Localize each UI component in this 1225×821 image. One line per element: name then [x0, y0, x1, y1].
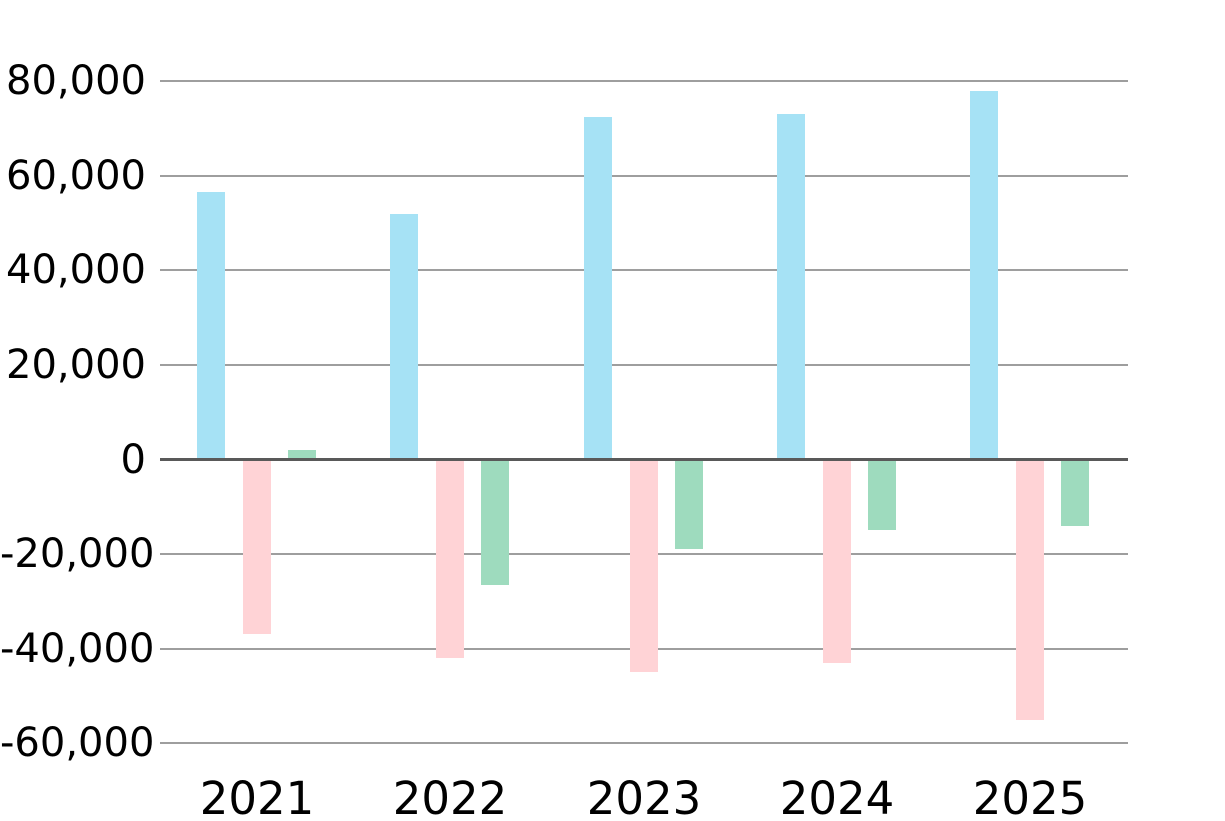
bar-blue-series-2022: [390, 213, 418, 460]
bar-blue-series-2024: [777, 114, 805, 460]
y-axis-tick-label: -60,000: [0, 720, 155, 767]
x-axis-label-2022: 2022: [392, 772, 508, 821]
bar-green-series-2022: [481, 459, 509, 585]
x-axis-label-2025: 2025: [972, 772, 1088, 821]
y-axis-tick-label: -40,000: [0, 625, 155, 672]
bar-pink-series-2025: [1016, 459, 1044, 720]
zero-axis-line: [160, 458, 1128, 461]
y-axis-tick-label: -20,000: [0, 531, 155, 578]
gridline-40,000: [160, 269, 1128, 272]
bar-blue-series-2025: [970, 90, 998, 460]
gridline-60,000: [160, 174, 1128, 177]
bar-pink-series-2022: [436, 459, 464, 659]
y-axis-tick-label: 40,000: [6, 247, 146, 294]
y-axis-tick-label: 60,000: [6, 152, 146, 199]
bar-green-series-2024: [868, 459, 896, 531]
y-axis-tick-label: 20,000: [6, 341, 146, 388]
x-axis-label-2023: 2023: [586, 772, 702, 821]
gridline-20,000: [160, 363, 1128, 366]
y-axis-tick-label: 80,000: [6, 58, 146, 105]
bar-pink-series-2024: [823, 459, 851, 663]
bar-green-series-2021: [288, 450, 316, 460]
bar-green-series-2023: [675, 459, 703, 550]
bar-blue-series-2023: [584, 116, 612, 460]
bar-green-series-2025: [1061, 459, 1089, 526]
x-axis-label-2021: 2021: [199, 772, 315, 821]
bar-pink-series-2023: [630, 459, 658, 673]
bar-blue-series-2021: [197, 192, 225, 460]
x-axis-label-2024: 2024: [779, 772, 895, 821]
bar-pink-series-2021: [243, 459, 271, 635]
gridline-80,000: [160, 80, 1128, 83]
y-axis-tick-label: 0: [120, 436, 146, 483]
gridline--60,000: [160, 742, 1128, 745]
